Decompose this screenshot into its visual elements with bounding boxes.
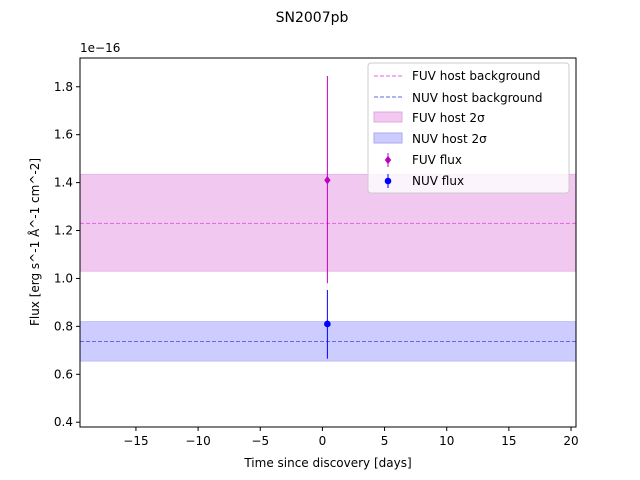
x-tick-label: −15	[123, 434, 148, 448]
x-tick-label: 20	[563, 434, 578, 448]
y-tick-label: 0.6	[54, 367, 73, 381]
x-tick-label: 0	[319, 434, 327, 448]
axes-frame	[79, 57, 577, 428]
nuv-flux-point	[324, 320, 331, 328]
x-tick-label: −10	[185, 434, 210, 448]
y-axis-label: Flux [erg s^-1 Å^-1 cm^-2]	[27, 158, 42, 326]
legend-fuv-flux-label: FUV flux	[412, 153, 462, 167]
legend-nuv-band-label: NUV host 2σ	[412, 132, 487, 146]
y-tick-label: 1.0	[54, 271, 73, 285]
legend-fuv-bg-label: FUV host background	[412, 69, 540, 83]
legend-nuv-band-swatch	[373, 132, 403, 144]
legend-nuv-flux-marker	[384, 177, 392, 185]
legend-fuv-flux-swatch	[384, 153, 392, 167]
y-tick-label: 1.4	[54, 176, 73, 190]
x-tick-label: 5	[381, 434, 389, 448]
legend-nuv-bg-label: NUV host background	[412, 91, 542, 105]
fuv-flux-point	[324, 176, 331, 185]
y-tick-label: 1.2	[54, 224, 73, 238]
y-tick-label: 0.8	[54, 319, 73, 333]
legend: FUV host background NUV host background …	[367, 62, 570, 194]
x-tick-label: 10	[439, 434, 454, 448]
y-tick-label: 1.8	[54, 80, 73, 94]
x-axis-label: Time since discovery [days]	[243, 456, 411, 470]
legend-frame	[367, 62, 570, 194]
legend-nuv-flux-label: NUV flux	[412, 174, 464, 188]
x-tick-label: 15	[501, 434, 516, 448]
y-offset-label: 1e−16	[80, 41, 120, 55]
legend-nuv-flux-swatch	[384, 174, 392, 188]
legend-fuv-band-swatch	[373, 111, 403, 123]
legend-fuv-band-label: FUV host 2σ	[412, 111, 485, 125]
legend-fuv-flux-marker	[384, 155, 392, 165]
chart-title: SN2007pb	[276, 10, 349, 26]
x-tick-label: −5	[251, 434, 269, 448]
y-tick-label: 0.4	[54, 415, 73, 429]
y-tick-label: 1.6	[54, 128, 73, 142]
